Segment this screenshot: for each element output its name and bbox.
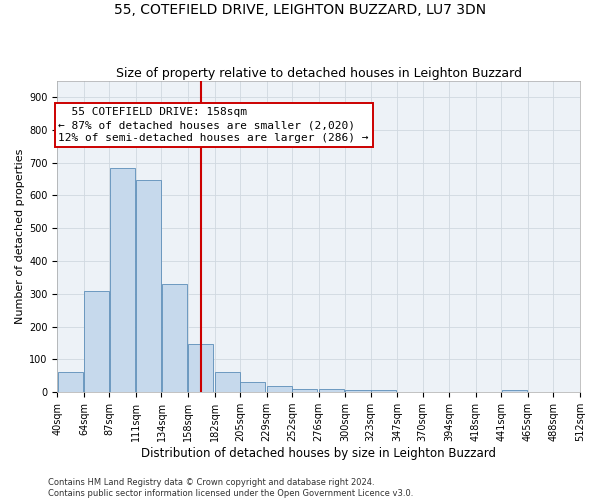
Text: 55 COTEFIELD DRIVE: 158sqm
← 87% of detached houses are smaller (2,020)
12% of s: 55 COTEFIELD DRIVE: 158sqm ← 87% of deta… xyxy=(58,107,369,144)
Bar xyxy=(58,372,83,392)
Bar xyxy=(110,168,135,392)
Bar xyxy=(84,290,109,392)
Text: Contains HM Land Registry data © Crown copyright and database right 2024.
Contai: Contains HM Land Registry data © Crown c… xyxy=(48,478,413,498)
Bar xyxy=(267,386,292,392)
Bar xyxy=(319,390,344,392)
Title: Size of property relative to detached houses in Leighton Buzzard: Size of property relative to detached ho… xyxy=(116,66,521,80)
Bar xyxy=(161,284,187,392)
Bar xyxy=(240,382,265,392)
Bar xyxy=(502,390,527,392)
Bar xyxy=(215,372,240,392)
Bar xyxy=(188,344,214,392)
Text: 55, COTEFIELD DRIVE, LEIGHTON BUZZARD, LU7 3DN: 55, COTEFIELD DRIVE, LEIGHTON BUZZARD, L… xyxy=(114,2,486,16)
Bar xyxy=(346,390,371,392)
Bar xyxy=(371,390,396,392)
Y-axis label: Number of detached properties: Number of detached properties xyxy=(15,149,25,324)
X-axis label: Distribution of detached houses by size in Leighton Buzzard: Distribution of detached houses by size … xyxy=(141,447,496,460)
Bar xyxy=(136,180,161,392)
Bar xyxy=(292,389,317,392)
